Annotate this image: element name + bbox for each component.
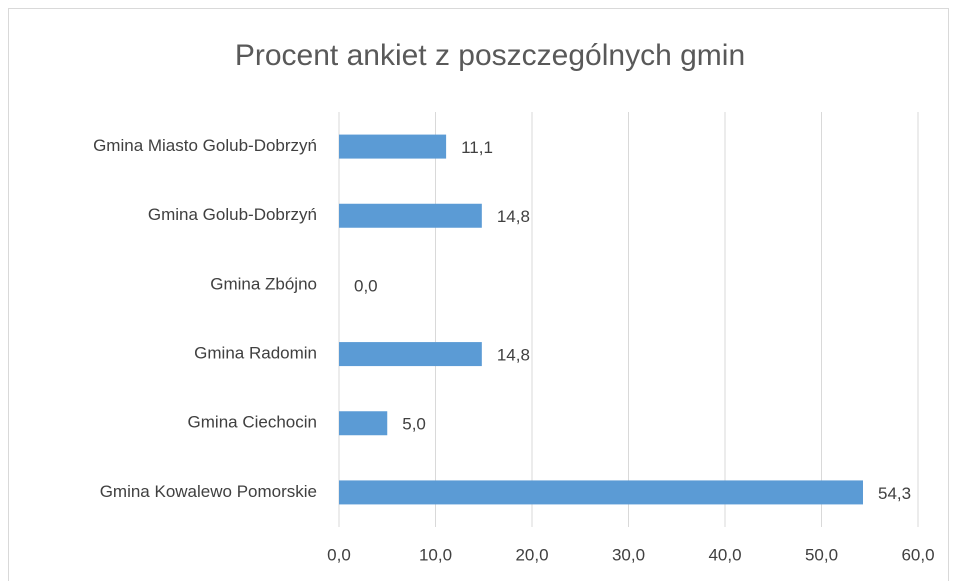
x-tick-label: 60,0: [901, 545, 934, 564]
y-tick-label: Gmina Ciechocin: [188, 413, 317, 432]
data-label: 54,3: [878, 484, 911, 503]
bar: [339, 134, 447, 159]
bar: [339, 342, 482, 367]
bar: [339, 480, 863, 505]
data-label: 11,1: [461, 138, 493, 157]
y-tick-label: Gmina Miasto Golub-Dobrzyń: [93, 136, 317, 155]
x-tick-label: 30,0: [612, 545, 645, 564]
y-tick-label: Gmina Golub-Dobrzyń: [148, 205, 317, 224]
data-label: 0,0: [354, 276, 378, 295]
chart-title: Procent ankiet z poszczególnych gmin: [235, 39, 745, 72]
x-tick-label: 20,0: [515, 545, 548, 564]
bar: [339, 203, 482, 228]
y-tick-label: Gmina Radomin: [194, 344, 317, 363]
data-label: 14,8: [497, 346, 530, 365]
x-tick-label: 40,0: [708, 545, 741, 564]
x-tick-label: 10,0: [419, 545, 452, 564]
data-label: 5,0: [402, 415, 426, 434]
x-tick-label: 0,0: [327, 545, 351, 564]
data-label: 14,8: [497, 207, 530, 226]
y-tick-label: Gmina Zbójno: [210, 274, 317, 293]
y-tick-label: Gmina Kowalewo Pomorskie: [100, 482, 317, 501]
x-tick-label: 50,0: [805, 545, 838, 564]
bar: [339, 411, 388, 436]
